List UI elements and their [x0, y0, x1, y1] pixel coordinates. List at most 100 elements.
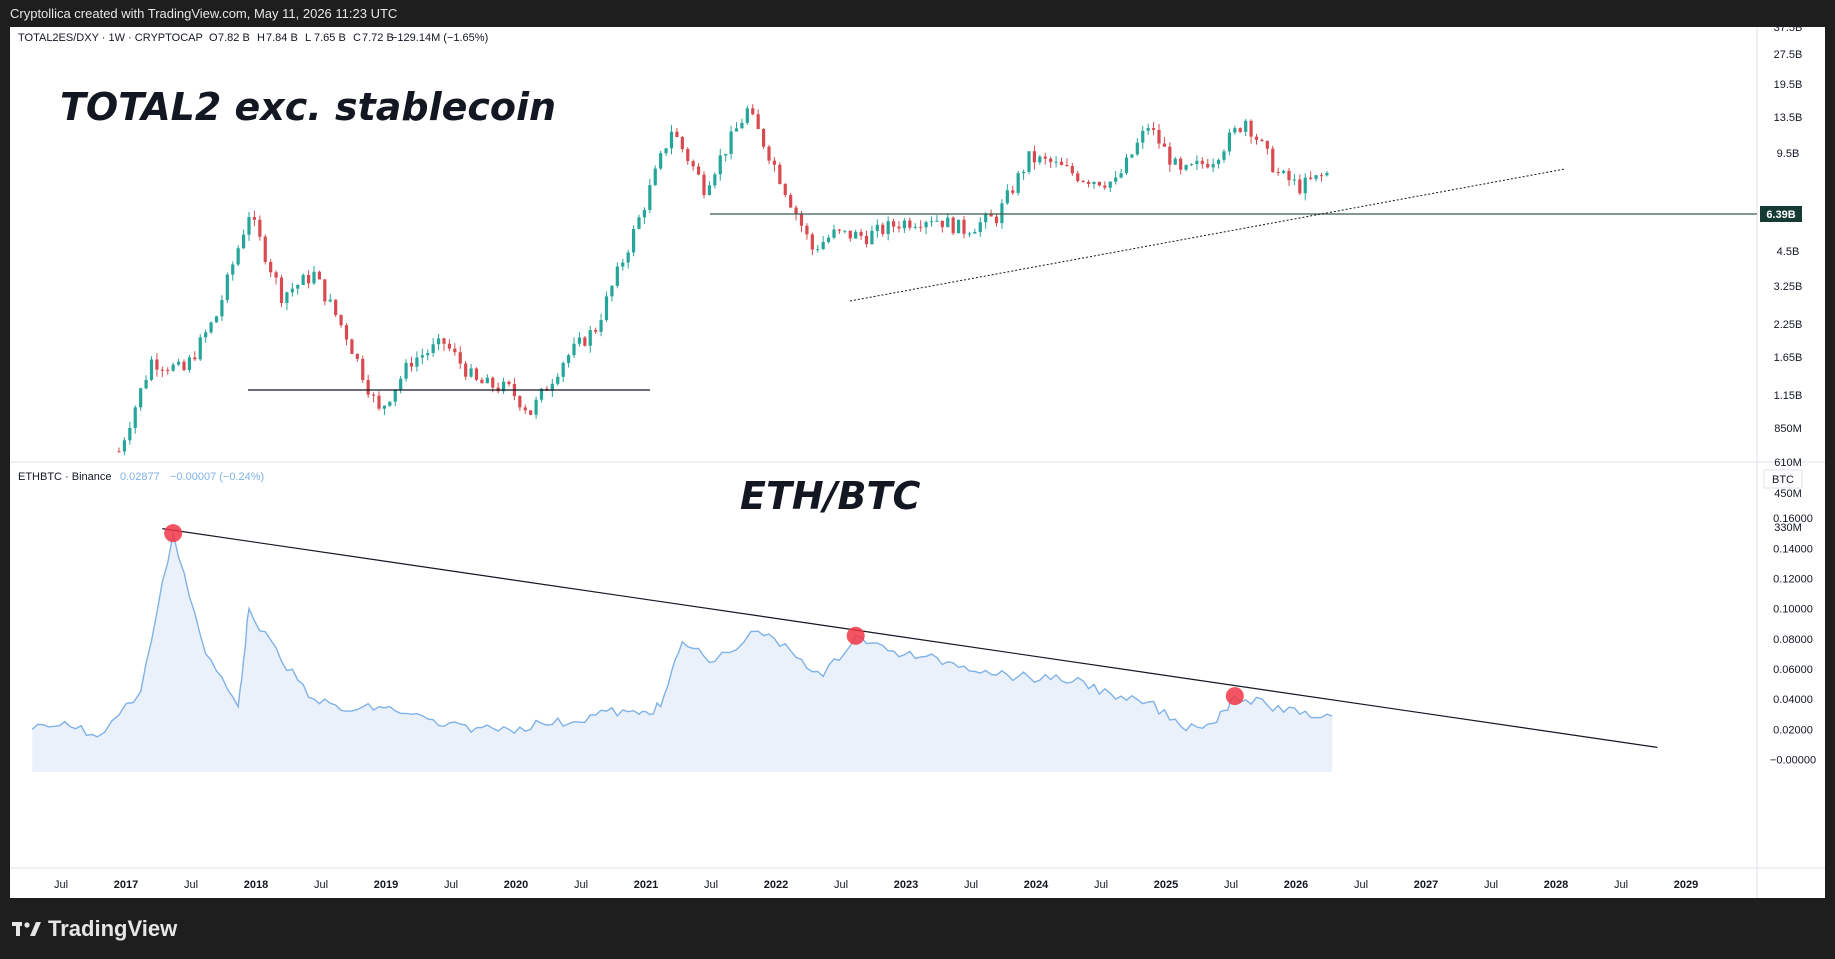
- candle-body: [794, 207, 798, 215]
- price-tick: 850M: [1774, 423, 1802, 435]
- candle-body: [415, 357, 419, 367]
- candle-body: [1216, 159, 1221, 165]
- candle-body: [1173, 158, 1177, 165]
- candle-body: [642, 209, 647, 218]
- candle-body: [550, 383, 554, 391]
- time-tick: 2023: [894, 879, 918, 891]
- unit-box: [1763, 469, 1803, 489]
- candle-body: [323, 279, 327, 302]
- candle-body: [729, 131, 733, 154]
- candle-body: [680, 137, 684, 149]
- candle-body: [371, 394, 376, 396]
- candle-body: [285, 292, 289, 303]
- candle-body: [225, 274, 229, 300]
- candle-body: [171, 364, 175, 371]
- candle-body: [1059, 161, 1064, 166]
- candle-body: [940, 220, 944, 228]
- price-tick: 1.65B: [1774, 352, 1803, 364]
- time-tick: Jul: [1484, 879, 1498, 891]
- time-tick: Jul: [1354, 879, 1368, 891]
- candle-body: [409, 362, 414, 367]
- candle-body: [306, 275, 311, 284]
- top-price-scale[interactable]: 37.5B 27.5B 19.5B 13.5B 9.5B 4.5B 3.25B 2.25B 1.…: [1774, 22, 1803, 534]
- candle-body: [1119, 173, 1123, 178]
- candle-body: [1043, 156, 1047, 159]
- candle-body: [1070, 165, 1074, 174]
- candle-body: [621, 262, 625, 267]
- ohlc-key: O: [209, 32, 218, 44]
- time-tick: 2024: [1024, 879, 1049, 891]
- ohlc-value: 7.72 B: [362, 32, 394, 44]
- candle-body: [339, 314, 343, 326]
- candle-body: [1314, 175, 1318, 179]
- candle-body: [1097, 181, 1102, 186]
- candle-body: [128, 427, 132, 441]
- candle-body: [659, 153, 663, 169]
- candle-body: [1211, 164, 1215, 168]
- ethbtc-downtrend-line[interactable]: [162, 528, 1658, 748]
- ethbtc-line: [31, 533, 1333, 738]
- peak-marker: [164, 524, 183, 543]
- candle-body: [1092, 181, 1096, 184]
- price-tick: 0.16000: [1773, 513, 1813, 525]
- time-tick: 2025: [1154, 879, 1178, 891]
- time-tick: 2027: [1414, 879, 1438, 891]
- time-tick: Jul: [964, 879, 978, 891]
- price-tick: 37.5B: [1774, 27, 1803, 34]
- tradingview-logo[interactable]: TradingView: [12, 916, 177, 942]
- candle-body: [837, 229, 842, 231]
- candle-body: [702, 174, 706, 195]
- time-tick: 2020: [504, 879, 528, 891]
- ethbtc-area: [32, 533, 1333, 772]
- candle-body: [1319, 175, 1324, 177]
- bottom-change-label: −0.00007 (−0.24%): [170, 471, 264, 483]
- price-tick: 13.5B: [1774, 112, 1803, 124]
- candle-body: [420, 355, 424, 358]
- candle-body: [1124, 157, 1129, 174]
- candle-body: [843, 230, 847, 232]
- candle-body: [556, 376, 560, 384]
- top-symbol-label[interactable]: TOTAL2ES/DXY · 1W · CRYPTOCAP: [18, 32, 203, 44]
- chart-svg[interactable]: TOTAL2ES/DXY · 1W · CRYPTOCAP O 7.82 B H 7.…: [10, 22, 1825, 898]
- candle-body: [377, 395, 381, 409]
- candle-body: [1287, 170, 1291, 181]
- candle-body: [929, 221, 934, 223]
- candle-body: [523, 407, 527, 411]
- candle-body: [1146, 128, 1150, 131]
- candle-body: [1238, 128, 1242, 132]
- unit-label: BTC: [1772, 474, 1794, 486]
- candle-body: [204, 332, 208, 338]
- candle-body: [529, 410, 533, 415]
- candle-body: [572, 343, 576, 356]
- price-tick: 450M: [1774, 488, 1802, 500]
- time-axis[interactable]: Jul 2017 Jul 2018 Jul 2019 Jul 2020 Jul 2021 Jul 20…: [54, 879, 1698, 891]
- candle-body: [464, 363, 468, 377]
- price-tick: 0.12000: [1773, 573, 1813, 585]
- candle-body: [1000, 203, 1004, 224]
- candle-body: [491, 377, 495, 388]
- rising-trendline[interactable]: [849, 168, 1566, 302]
- tradingview-logo-icon: [12, 922, 41, 936]
- candle-body: [1049, 158, 1053, 163]
- candle-body: [956, 219, 961, 234]
- candle-body: [214, 316, 219, 323]
- candle-body: [1038, 156, 1042, 163]
- price-tick: 0.10000: [1773, 604, 1813, 616]
- candle-body: [686, 148, 690, 162]
- candle-body: [805, 225, 809, 235]
- candle-body: [994, 216, 999, 224]
- candle-body: [908, 220, 912, 228]
- candle-body: [615, 266, 619, 286]
- candle-body: [919, 226, 923, 228]
- bottom-symbol-label[interactable]: ETHBTC · Binance: [18, 471, 112, 483]
- candle-body: [1298, 179, 1302, 194]
- candle-body: [767, 146, 771, 161]
- bottom-price-scale[interactable]: 0.16000 0.14000 0.12000 0.10000 0.08000 0.060…: [1770, 513, 1816, 766]
- price-tick: 2.25B: [1774, 319, 1803, 331]
- candle-body: [388, 401, 392, 406]
- time-tick: Jul: [1094, 879, 1108, 891]
- price-tick: 3.25B: [1774, 281, 1803, 293]
- candle-body: [160, 369, 164, 371]
- bottom-last-price: 0.02877: [120, 471, 160, 483]
- candle-body: [485, 377, 489, 384]
